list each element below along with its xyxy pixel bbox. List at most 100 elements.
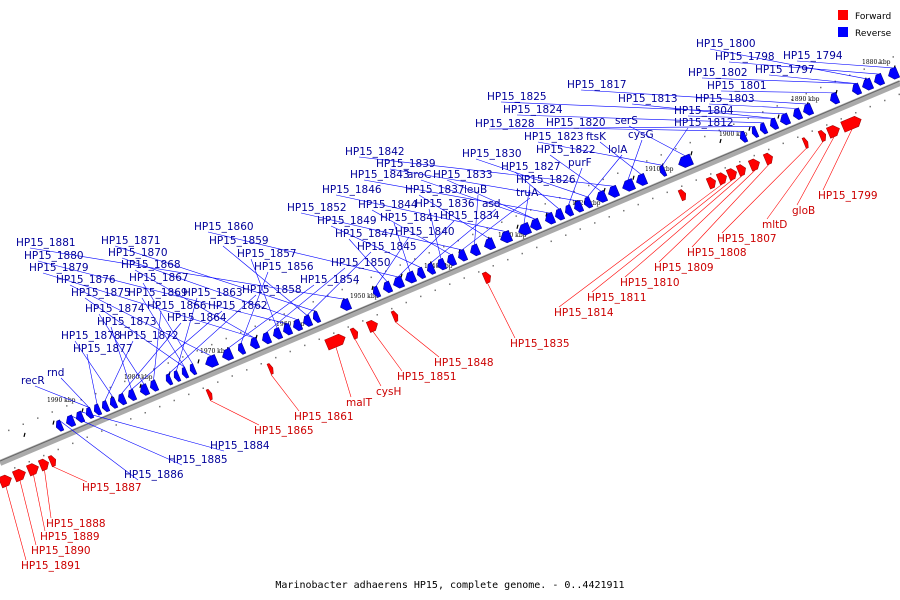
gene-label-HP15_1864: HP15_1864 (167, 312, 227, 324)
track-dot (782, 142, 784, 145)
leader-line-rnd (60, 377, 90, 408)
gene-label-HP15_1872: HP15_1872 (119, 330, 179, 342)
track-dot (588, 184, 590, 187)
track-dot (289, 350, 291, 353)
gene-label-HP15_1807: HP15_1807 (717, 233, 777, 245)
track-dot (420, 295, 422, 298)
gene-arrow-rev-23 (530, 217, 543, 231)
gene-label-HP15_1869: HP15_1869 (128, 287, 188, 299)
gene-arrow-rev-15 (622, 178, 636, 192)
track-dot (463, 277, 465, 279)
gene-label-HP15_1874: HP15_1874 (85, 303, 145, 315)
gene-arrow-rev-40 (293, 318, 304, 332)
gene-label-HP15_1798: HP15_1798 (715, 51, 775, 63)
scale-tick-label: 1970 kbp (200, 348, 229, 355)
gene-label-HP15_1865: HP15_1865 (254, 425, 314, 437)
track-dot (72, 442, 74, 445)
gene-arrow-rev-59 (85, 406, 95, 419)
gene-arrow-rev-13 (659, 164, 668, 177)
track-dot (356, 282, 358, 285)
gene-label-HP15_1827: HP15_1827 (501, 161, 561, 173)
leader-line-HP15_1834 (397, 220, 455, 278)
leader-line-HP15_1849 (330, 225, 421, 268)
gene-arrow-fwd-3 (801, 137, 809, 149)
gene-label-HP15_1845: HP15_1845 (357, 241, 417, 253)
leader-line-HP15_1820 (559, 127, 744, 132)
track-dot (66, 405, 68, 407)
gene-label-HP15_1886: HP15_1886 (124, 469, 184, 481)
minor-tick-mark (748, 126, 751, 131)
gene-label-HP15_1835: HP15_1835 (510, 338, 570, 350)
track-dot (863, 68, 865, 70)
leader-line-HP15_1802 (701, 77, 857, 84)
leader-line-recR (34, 385, 90, 408)
leader-line-HP15_1890 (19, 480, 37, 546)
gene-arrow-rev-55 (118, 392, 128, 406)
gene-label-HP15_1891: HP15_1891 (21, 560, 81, 572)
gene-arrow-rev-20 (565, 204, 575, 217)
gene-label-aroC: aroC (407, 169, 431, 181)
gene-arrow-rev-8 (770, 117, 780, 130)
leader-line-HP15_1860 (207, 231, 399, 278)
leader-line-truA (461, 197, 531, 251)
track-dot (188, 393, 190, 396)
leader-line-leuB (474, 194, 479, 245)
leader-line-cysG (627, 139, 643, 180)
scale-tick-label: 1910 kbp (645, 166, 674, 173)
gene-label-HP15_1825: HP15_1825 (487, 91, 547, 103)
leader-line-HP15_1837 (418, 194, 490, 239)
track-dot (617, 172, 619, 174)
track-dot (43, 454, 45, 457)
legend-reverse-label: Reverse (855, 29, 892, 39)
gene-arrow-rev-2 (888, 66, 900, 80)
gene-label-HP15_1861: HP15_1861 (294, 411, 354, 423)
gene-label-ftsK: ftsK (586, 131, 607, 143)
minor-tick-mark (81, 408, 84, 413)
track-dot (370, 276, 372, 279)
track-dot (718, 129, 720, 132)
gene-label-HP15_1811: HP15_1811 (587, 292, 647, 304)
gene-label-HP15_1830: HP15_1830 (462, 148, 522, 160)
track-dot (318, 338, 320, 341)
track-dot (515, 215, 517, 217)
gene-arrow-rev-48 (189, 363, 198, 376)
leader-line-HP15_1835 (487, 283, 516, 339)
gene-arrow-rev-21 (555, 208, 566, 221)
scale-tick-label: 1930 kbp (498, 232, 527, 239)
gene-label-HP15_1840: HP15_1840 (395, 226, 455, 238)
leader-line-HP15_1869 (141, 297, 185, 368)
gene-arrow-rev-57 (101, 400, 111, 413)
leader-line-HP15_1852 (300, 212, 463, 251)
track-dot (28, 460, 30, 463)
gene-label-HP15_1847: HP15_1847 (335, 228, 395, 240)
leader-line-HP15_1850 (265, 267, 346, 333)
track-dot (333, 332, 335, 334)
track-dot (486, 227, 488, 230)
gene-label-HP15_1860: HP15_1860 (194, 221, 254, 233)
gene-arrow-rev-46 (222, 347, 235, 361)
leader-line-HP15_1854 (226, 284, 315, 350)
gene-arrow-rev-41 (283, 322, 294, 336)
track-dot (791, 99, 793, 101)
track-dot (768, 148, 770, 151)
leader-line-HP15_1803 (708, 103, 798, 109)
minor-tick-mark (23, 432, 26, 438)
gene-label-HP15_1849: HP15_1849 (317, 215, 377, 227)
gene-arrow-rev-30 (437, 257, 448, 271)
track-dot (536, 246, 538, 249)
minor-tick-mark (197, 359, 200, 364)
leader-line-HP15_1865 (209, 400, 260, 426)
track-dot (414, 258, 416, 260)
gene-label-asd: asd (482, 198, 501, 210)
leader-line-aroC (420, 179, 536, 220)
gene-arrow-rev-49 (181, 366, 190, 379)
gene-arrow-fwd-13 (365, 319, 378, 333)
gene-arrow-rev-22 (545, 211, 557, 225)
gene-label-HP15_1878: HP15_1878 (61, 330, 121, 342)
gene-label-cysH: cysH (376, 386, 401, 398)
track-dot (849, 74, 851, 77)
gene-arrow-fwd-8 (715, 172, 727, 186)
gene-label-HP15_1810: HP15_1810 (620, 277, 680, 289)
